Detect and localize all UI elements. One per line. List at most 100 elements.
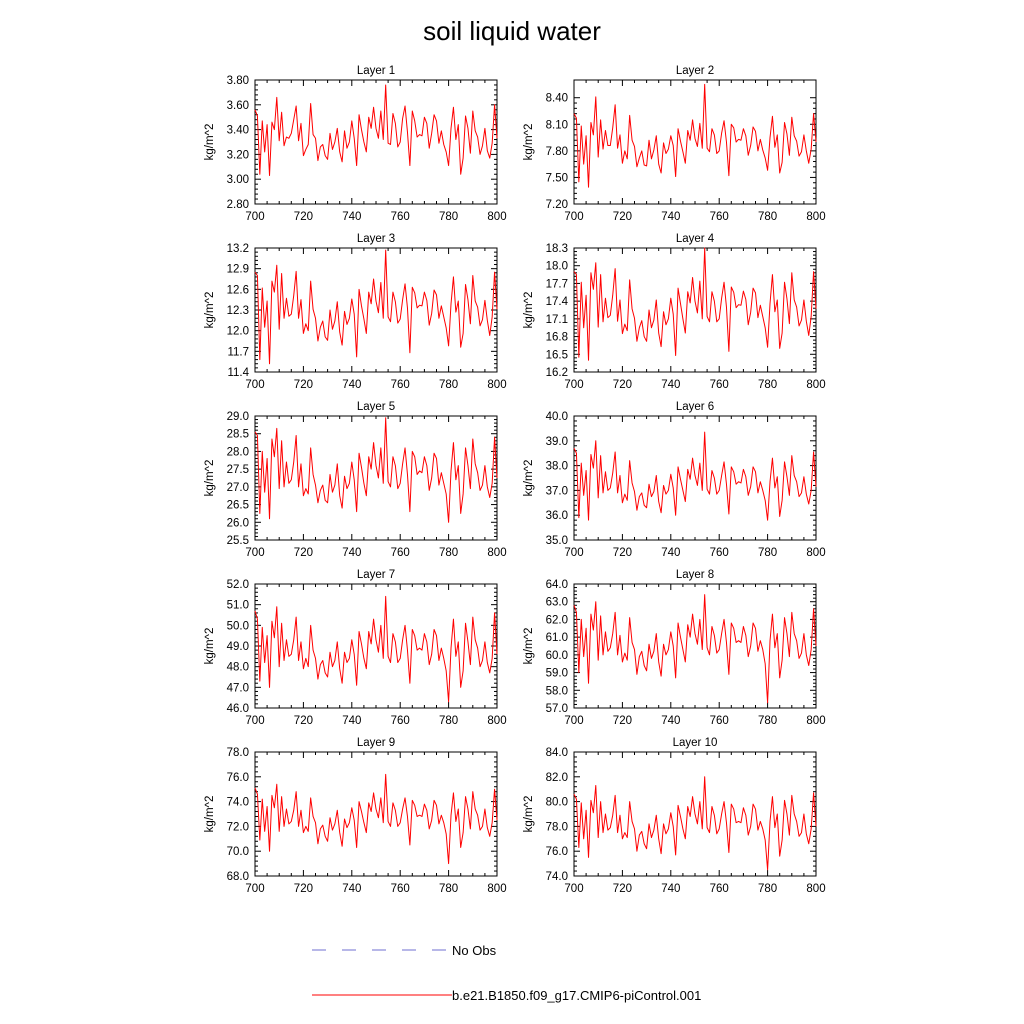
plot-frame bbox=[254, 583, 498, 709]
x-tick-label: 720 bbox=[294, 715, 313, 727]
x-tick-label: 740 bbox=[342, 883, 361, 895]
plot-frame bbox=[254, 79, 498, 205]
legend-model-label: b.e21.B1850.f09_g17.CMIP6-piControl.001 bbox=[452, 988, 701, 1003]
x-tick-label: 760 bbox=[710, 211, 729, 223]
y-tick-label: 12.3 bbox=[227, 305, 249, 317]
x-tick-label: 740 bbox=[661, 883, 680, 895]
y-tick-label: 80.0 bbox=[546, 797, 568, 809]
y-tick-label: 51.0 bbox=[227, 600, 249, 612]
x-tick-label: 780 bbox=[758, 379, 777, 391]
y-tick-label: 57.0 bbox=[546, 703, 568, 715]
x-tick-label: 780 bbox=[439, 883, 458, 895]
x-tick-label: 800 bbox=[487, 379, 506, 391]
y-axis-label: kg/m^2 bbox=[523, 460, 535, 497]
y-tick-label: 26.5 bbox=[227, 500, 249, 512]
y-tick-label: 58.0 bbox=[546, 685, 568, 697]
x-tick-label: 760 bbox=[391, 547, 410, 559]
x-tick-label: 760 bbox=[391, 211, 410, 223]
y-tick-label: 47.0 bbox=[227, 682, 249, 694]
y-axis-label: kg/m^2 bbox=[204, 796, 216, 833]
y-tick-label: 8.40 bbox=[546, 93, 568, 105]
y-tick-label: 3.20 bbox=[227, 149, 249, 161]
y-axis-label: kg/m^2 bbox=[204, 124, 216, 161]
panel-title: Layer 4 bbox=[676, 233, 715, 245]
x-tick-label: 740 bbox=[661, 547, 680, 559]
x-tick-label: 700 bbox=[564, 715, 583, 727]
y-tick-label: 49.0 bbox=[227, 641, 249, 653]
x-tick-label: 720 bbox=[613, 883, 632, 895]
y-tick-label: 78.0 bbox=[546, 821, 568, 833]
x-tick-label: 700 bbox=[245, 379, 264, 391]
x-tick-label: 780 bbox=[758, 715, 777, 727]
x-tick-label: 720 bbox=[294, 211, 313, 223]
x-tick-label: 760 bbox=[391, 715, 410, 727]
x-tick-label: 780 bbox=[439, 547, 458, 559]
panel-layer-5: Layer 5 700 720 740 760 780 800 25.5 26.0 26.5 27.… bbox=[204, 401, 507, 559]
series-line bbox=[254, 595, 498, 703]
panel-layer-1: Layer 1 700 720 740 760 780 800 2.80 3.00 3.20 3.4… bbox=[204, 65, 507, 223]
panel-layer-6: Layer 6 700 720 740 760 780 800 35.0 36.0 37.0 38.… bbox=[523, 401, 826, 559]
x-tick-label: 700 bbox=[564, 211, 583, 223]
series-line bbox=[254, 773, 498, 865]
x-tick-label: 780 bbox=[439, 211, 458, 223]
y-axis-label: kg/m^2 bbox=[523, 796, 535, 833]
x-tick-label: 700 bbox=[245, 883, 264, 895]
y-tick-label: 3.00 bbox=[227, 174, 249, 186]
y-tick-label: 16.2 bbox=[546, 367, 568, 379]
plot-frame bbox=[573, 247, 817, 373]
y-axis-label: kg/m^2 bbox=[204, 628, 216, 665]
y-tick-label: 72.0 bbox=[227, 821, 249, 833]
y-tick-label: 78.0 bbox=[227, 747, 249, 759]
y-tick-label: 12.9 bbox=[227, 264, 249, 276]
x-tick-label: 700 bbox=[564, 883, 583, 895]
y-tick-label: 61.0 bbox=[546, 632, 568, 644]
x-tick-label: 700 bbox=[245, 547, 264, 559]
figure-title: soil liquid water bbox=[423, 16, 601, 46]
panel-title: Layer 10 bbox=[673, 737, 718, 749]
y-tick-label: 48.0 bbox=[227, 662, 249, 674]
y-tick-label: 18.3 bbox=[546, 243, 568, 255]
y-tick-label: 46.0 bbox=[227, 703, 249, 715]
y-tick-label: 74.0 bbox=[546, 871, 568, 883]
y-axis-label: kg/m^2 bbox=[523, 292, 535, 329]
y-tick-label: 11.4 bbox=[227, 367, 249, 379]
x-tick-label: 800 bbox=[487, 883, 506, 895]
series-line bbox=[573, 83, 817, 188]
series-line bbox=[573, 594, 817, 704]
legend-obs-label: No Obs bbox=[452, 943, 497, 958]
series-line bbox=[254, 84, 498, 176]
x-tick-label: 800 bbox=[806, 547, 825, 559]
legend: No Obs b.e21.B1850.f09_g17.CMIP6-piContr… bbox=[312, 943, 701, 1003]
y-axis-label: kg/m^2 bbox=[204, 292, 216, 329]
panel-title: Layer 6 bbox=[676, 401, 714, 413]
y-tick-label: 82.0 bbox=[546, 772, 568, 784]
y-tick-label: 76.0 bbox=[227, 772, 249, 784]
panel-title: Layer 8 bbox=[676, 569, 714, 581]
panel-title: Layer 2 bbox=[676, 65, 714, 77]
y-tick-label: 3.80 bbox=[227, 75, 249, 87]
x-tick-label: 720 bbox=[613, 547, 632, 559]
x-tick-label: 760 bbox=[710, 379, 729, 391]
panel-layer-10: Layer 10 700 720 740 760 780 800 74.0 76.0 78.0 80… bbox=[523, 737, 826, 895]
y-tick-label: 64.0 bbox=[546, 579, 568, 591]
x-tick-label: 720 bbox=[613, 211, 632, 223]
x-tick-label: 740 bbox=[661, 211, 680, 223]
y-tick-label: 18.0 bbox=[546, 261, 568, 273]
y-tick-label: 38.0 bbox=[546, 461, 568, 473]
y-tick-label: 17.1 bbox=[546, 314, 568, 326]
x-tick-label: 800 bbox=[487, 715, 506, 727]
y-axis-label: kg/m^2 bbox=[204, 460, 216, 497]
y-tick-label: 29.0 bbox=[227, 411, 249, 423]
y-tick-label: 17.7 bbox=[546, 278, 568, 290]
x-tick-label: 700 bbox=[564, 379, 583, 391]
y-tick-label: 59.0 bbox=[546, 668, 568, 680]
series-line bbox=[573, 776, 817, 871]
x-tick-label: 740 bbox=[342, 211, 361, 223]
y-tick-label: 2.80 bbox=[227, 199, 249, 211]
x-tick-label: 700 bbox=[245, 715, 264, 727]
series-line bbox=[254, 417, 498, 523]
panel-grid: Layer 1 700 720 740 760 780 800 2.80 3.00 3.20 3.4… bbox=[204, 65, 826, 895]
x-tick-label: 760 bbox=[710, 547, 729, 559]
y-tick-label: 28.0 bbox=[227, 446, 249, 458]
